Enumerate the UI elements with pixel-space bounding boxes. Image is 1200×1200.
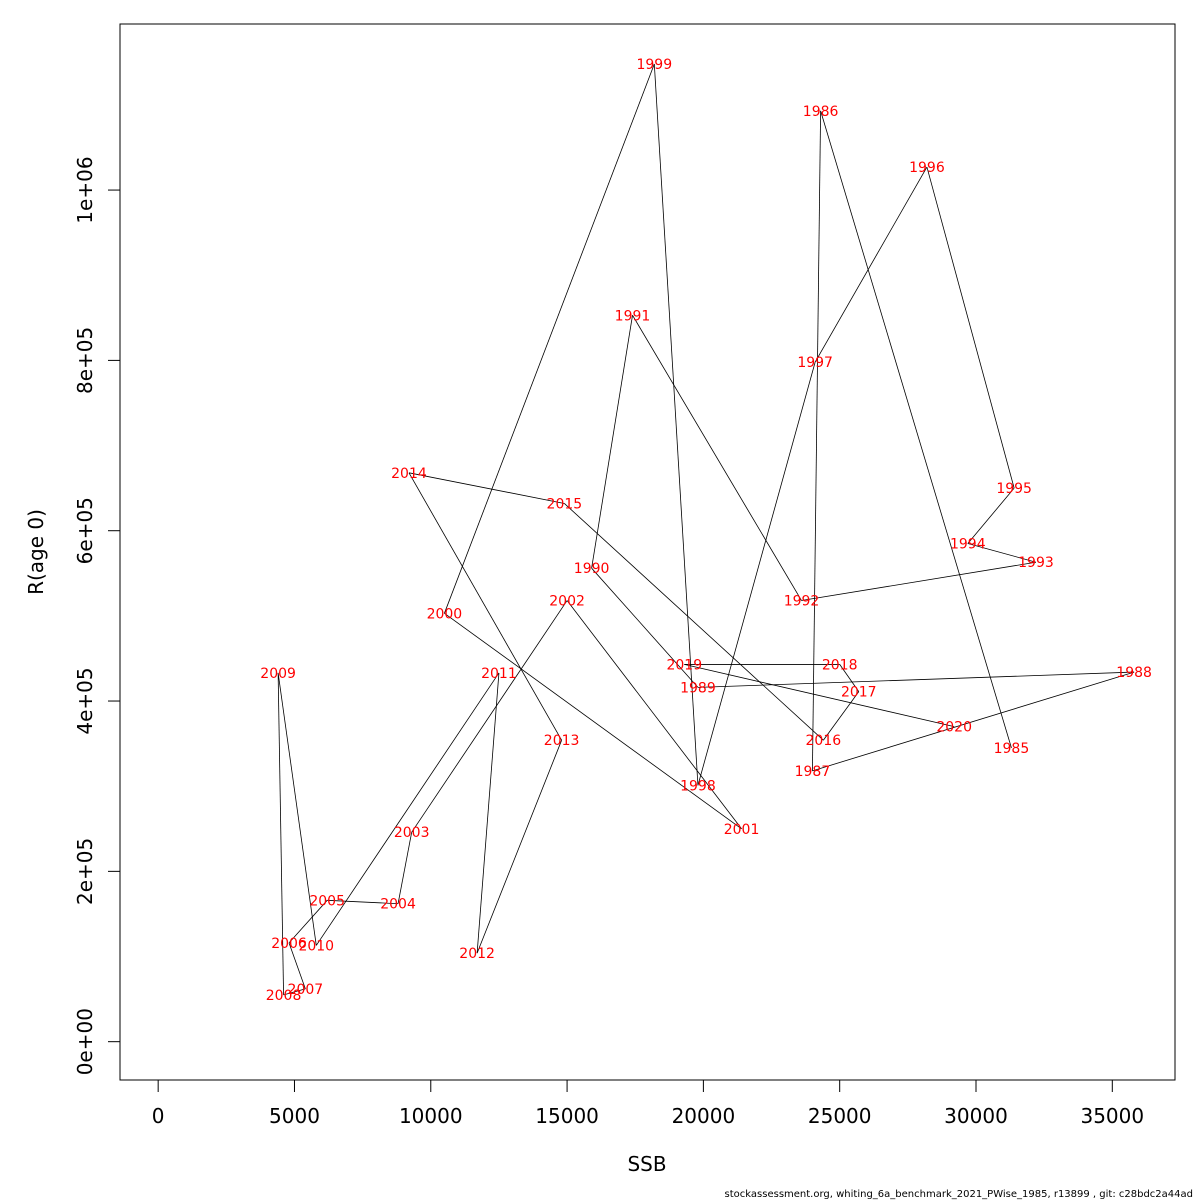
y-tick-label: 0e+00 [73, 1008, 97, 1075]
x-tick-label: 25000 [808, 1104, 872, 1128]
year-label: 1988 [1116, 665, 1152, 681]
trajectory-segment [967, 543, 1037, 563]
trajectory-lines [277, 63, 1135, 996]
trajectory-segment [812, 110, 822, 771]
year-label: 1991 [615, 308, 651, 324]
year-label: 2002 [549, 594, 585, 610]
year-label: 2001 [724, 822, 760, 838]
year-label: 2004 [380, 897, 416, 913]
trajectory-segment [839, 664, 860, 692]
year-label: 1989 [680, 680, 716, 696]
year-label: 1997 [797, 355, 833, 371]
trajectory-segment [926, 166, 1015, 489]
trajectory-segment [288, 942, 306, 990]
year-label: 2019 [666, 657, 702, 673]
x-axis-title: SSB [627, 1152, 666, 1176]
trajectory-segment [283, 988, 306, 996]
trajectory-segment [315, 672, 500, 946]
year-label: 2020 [936, 720, 972, 736]
year-label: 2016 [806, 733, 842, 749]
trajectory-segment [408, 472, 565, 504]
y-tick-label: 2e+05 [73, 838, 97, 905]
year-label: 1998 [680, 778, 716, 794]
trajectory-segment [566, 600, 742, 830]
y-tick-label: 1e+06 [73, 156, 97, 223]
year-label: 1996 [909, 160, 945, 176]
year-label: 1993 [1018, 555, 1054, 571]
y-tick-label: 4e+05 [73, 667, 97, 734]
trajectory-segment [591, 315, 633, 569]
y-tick-label: 6e+05 [73, 497, 97, 564]
trajectory-segment [814, 166, 928, 363]
year-label: 2003 [394, 825, 430, 841]
trajectory-segment [697, 671, 1135, 688]
y-axis: 0e+00 2e+05 4e+05 6e+05 8e+05 1e+06 [73, 156, 121, 1075]
trajectory-segment [967, 487, 1015, 544]
year-label: 2012 [459, 946, 495, 962]
trajectory-segment [397, 832, 413, 904]
x-tick-label: 5000 [269, 1104, 320, 1128]
trajectory-segment [277, 672, 317, 946]
x-axis: 0 5000 10000 15000 20000 25000 30000 35000 [152, 1079, 1144, 1128]
x-tick-label: 30000 [944, 1104, 1008, 1128]
x-tick-label: 15000 [535, 1104, 599, 1128]
trajectory-segment [801, 561, 1037, 601]
trajectory-segment [591, 567, 699, 688]
trajectory-segment [632, 315, 802, 601]
year-label: 2008 [266, 988, 302, 1004]
x-tick-label: 35000 [1080, 1104, 1144, 1128]
year-label: 2005 [309, 893, 345, 909]
year-label: 2018 [822, 657, 858, 673]
year-label: 2011 [481, 666, 517, 682]
year-label: 1995 [996, 481, 1032, 497]
trajectory-segment [812, 671, 1135, 772]
trajectory-segment [444, 63, 655, 614]
year-label: 1986 [803, 104, 839, 120]
trajectory-segment [444, 612, 742, 830]
year-label: 2015 [547, 496, 583, 512]
x-tick-label: 0 [152, 1104, 165, 1128]
year-label: 2014 [391, 466, 427, 482]
trajectory-segment [476, 740, 562, 954]
year-label: 1999 [636, 57, 672, 73]
year-label: 1992 [784, 594, 820, 610]
trajectory-segment [476, 672, 500, 954]
year-label: 1987 [795, 764, 831, 780]
trajectory-segment [823, 691, 860, 741]
trajectory-segment [411, 600, 568, 833]
trajectory-segment [564, 503, 824, 741]
trajectory-segment [288, 900, 328, 944]
x-tick-label: 10000 [399, 1104, 463, 1128]
y-tick-label: 8e+05 [73, 327, 97, 394]
year-label: 1990 [574, 561, 610, 577]
year-label: 2013 [544, 733, 580, 749]
trajectory-segment [408, 472, 562, 741]
trajectory-segment [327, 899, 399, 905]
year-label: 2007 [288, 982, 324, 998]
year-label: 1994 [950, 536, 986, 552]
year-label: 2010 [298, 938, 334, 954]
year-label: 2009 [260, 666, 296, 682]
trajectory-segment [697, 361, 816, 786]
trajectory-segment [277, 672, 284, 995]
year-label: 2006 [271, 936, 307, 952]
trajectory-segment [684, 664, 955, 727]
x-tick-label: 20000 [672, 1104, 736, 1128]
y-axis-title: R(age 0) [24, 509, 48, 595]
year-labels: 1985 1986 1987 1988 1989 1990 1991 1992 1993 1994… [260, 57, 1152, 1004]
year-label: 2000 [427, 606, 463, 622]
trajectory-segment [653, 64, 699, 786]
year-label: 2017 [841, 685, 877, 701]
footer-caption: stockassessment.org, whiting_6a_benchmar… [725, 1189, 1193, 1200]
trajectory-segment [820, 110, 1012, 748]
year-label: 1985 [994, 741, 1030, 757]
